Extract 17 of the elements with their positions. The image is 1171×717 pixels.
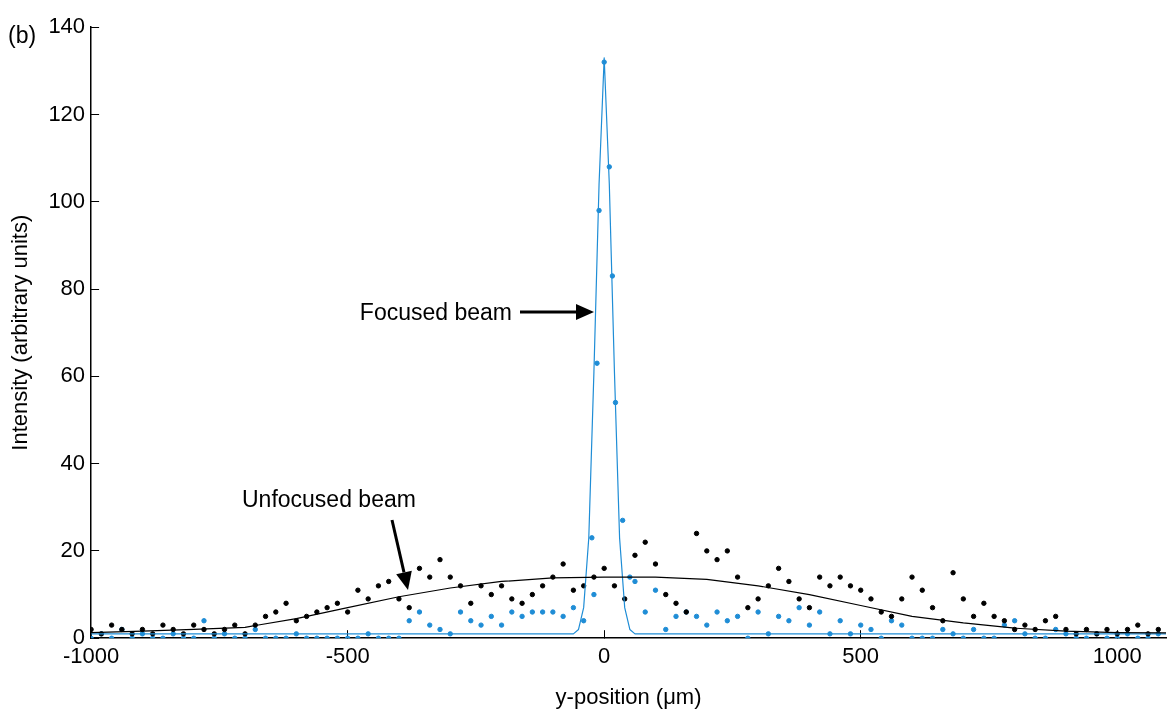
x-axis-title: y-position (μm) <box>555 683 702 709</box>
y-tick-label: 20 <box>60 536 86 562</box>
y-axis-title: Intensity (arbitrary units) <box>7 214 33 451</box>
y-tick-label: 100 <box>48 187 86 213</box>
y-tick-label: 80 <box>60 275 86 301</box>
y-tick-label: 120 <box>48 100 86 126</box>
x-tick-label: 500 <box>842 643 880 669</box>
x-tick-label: 0 <box>598 643 611 669</box>
y-tick-label: 140 <box>48 13 86 39</box>
text: (b) <box>8 22 37 48</box>
x-tick-label: -1000 <box>62 643 120 669</box>
annotation: Unfocused beam <box>242 486 416 512</box>
y-tick-label: 40 <box>60 449 86 475</box>
annotation: Focused beam <box>359 299 512 325</box>
x-tick-label: 1000 <box>1092 643 1142 669</box>
y-tick-label: 60 <box>60 362 86 388</box>
x-tick-label: -500 <box>325 643 370 669</box>
